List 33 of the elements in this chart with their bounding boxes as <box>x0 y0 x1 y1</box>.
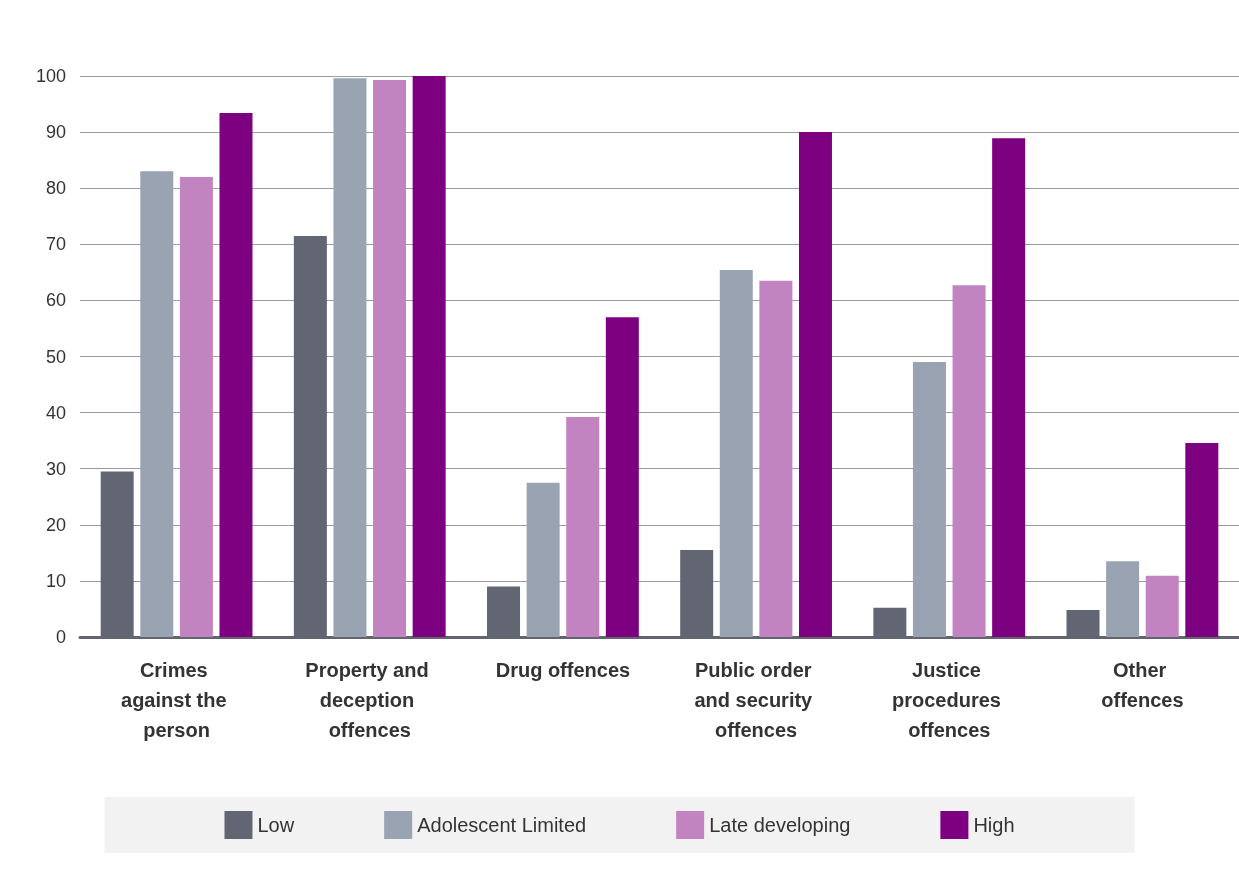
bar <box>605 317 639 637</box>
bar <box>759 280 793 637</box>
y-tick-label: 0 <box>55 627 66 647</box>
bar <box>798 132 832 637</box>
y-tick-label: 80 <box>45 178 66 199</box>
y-tick-label: 60 <box>45 290 66 311</box>
legend-label: High <box>973 814 1015 836</box>
y-tick-label: 100 <box>35 66 66 86</box>
y-tick-label: 30 <box>45 458 66 479</box>
x-tick-label: Property and deception offences <box>305 659 435 741</box>
bar <box>373 79 407 637</box>
x-tick-label: Justice procedures offences <box>892 659 1007 741</box>
y-tick-label: 40 <box>45 402 66 423</box>
bar <box>1185 442 1219 637</box>
bar <box>412 76 446 637</box>
y-tick-label: 50 <box>45 346 66 367</box>
y-tick-label: 70 <box>45 234 66 255</box>
x-tick-label: Crimes against the person <box>121 659 233 741</box>
legend-label: Adolescent Limited <box>417 814 587 836</box>
y-tick-label: 90 <box>45 122 66 143</box>
x-tick-label: Public order and security offences <box>694 659 818 741</box>
y-tick-label: 10 <box>45 570 66 591</box>
bar <box>219 113 253 637</box>
legend-label: Late developing <box>709 814 851 836</box>
x-tick-label: Drug offences <box>495 659 631 681</box>
legend-label: Low <box>257 814 295 836</box>
bar <box>992 138 1026 637</box>
bar <box>566 417 600 637</box>
x-tick-label: Other offences <box>1101 659 1184 711</box>
bar <box>179 176 213 637</box>
bar <box>952 285 986 637</box>
y-tick-label: 20 <box>45 514 66 535</box>
bar <box>1145 575 1179 637</box>
